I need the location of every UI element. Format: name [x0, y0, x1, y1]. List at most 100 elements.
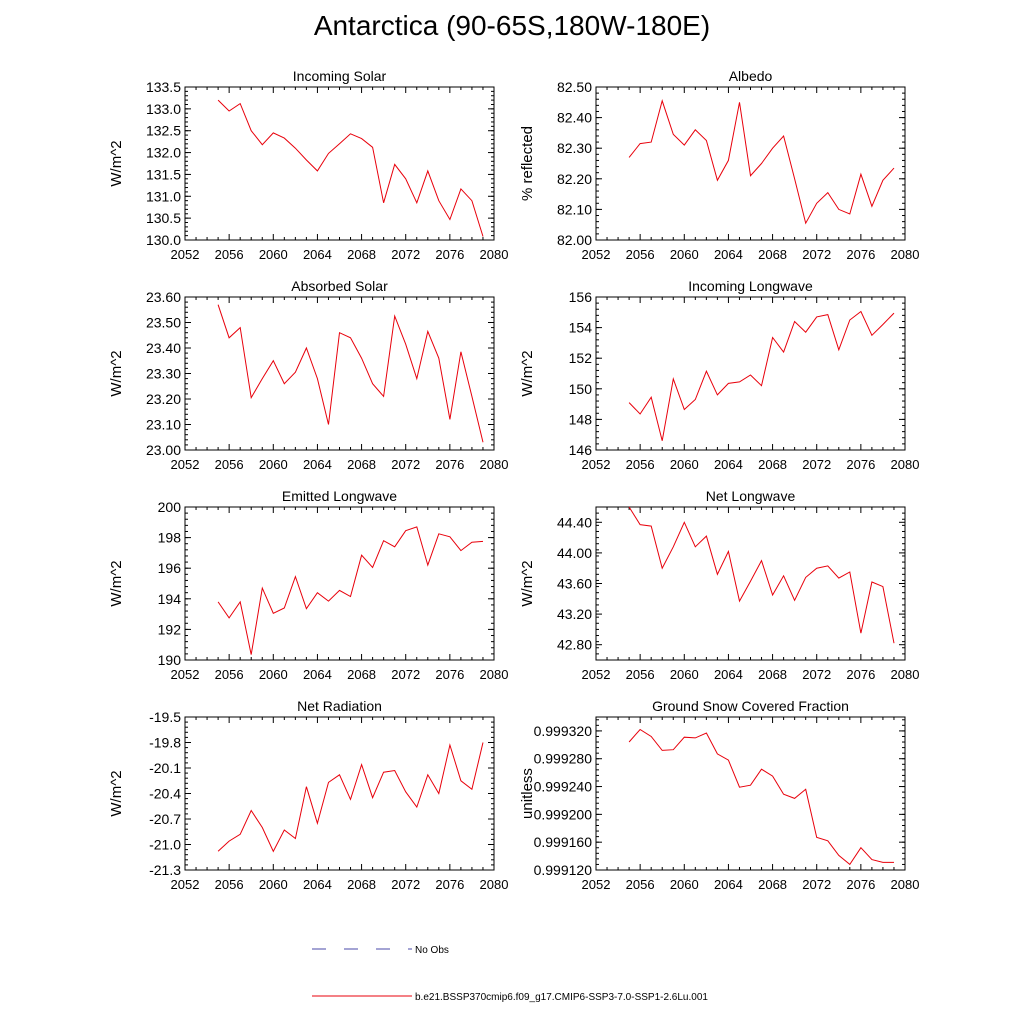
- x-tick-label: 2056: [626, 667, 655, 682]
- y-tick-label: 192: [158, 621, 182, 637]
- x-tick-label: 2080: [891, 667, 920, 682]
- y-axis-label: W/m^2: [108, 770, 125, 816]
- plot-frame: [595, 296, 906, 451]
- y-axis-label: W/m^2: [519, 350, 536, 396]
- y-tick-label: 130.5: [146, 210, 181, 226]
- x-tick-label: 2076: [846, 247, 875, 262]
- figure-title: Antarctica (90-65S,180W-180E): [313, 10, 711, 41]
- x-tick-label: 2064: [303, 247, 332, 262]
- y-tick-label: 23.20: [146, 391, 181, 407]
- panel-title: Net Radiation: [297, 698, 382, 714]
- x-tick-label: 2056: [215, 457, 244, 472]
- y-tick-label: 190: [158, 652, 182, 668]
- y-tick-label: 82.10: [557, 201, 592, 217]
- panel-incoming-solar: Incoming Solar W/m^2 2052 2056 2060 2064 2068 2…: [108, 68, 508, 262]
- series-line: [217, 99, 484, 237]
- y-axis-label: W/m^2: [108, 560, 125, 606]
- panel-net-radiation: Net Radiation W/m^2 2052 2056 2060 2064 2068 20…: [108, 698, 508, 892]
- y-tick-label: 82.40: [557, 110, 592, 126]
- y-tick-label: 133.0: [146, 101, 181, 117]
- y-tick-label: 43.60: [557, 576, 592, 592]
- plot-frame: [184, 716, 495, 871]
- x-tick-label: 2052: [171, 457, 200, 472]
- x-tick-label: 2076: [435, 247, 464, 262]
- x-tick-label: 2072: [391, 877, 420, 892]
- y-tick-label: 196: [158, 560, 182, 576]
- y-tick-label: 44.40: [557, 514, 592, 530]
- panel-title: Incoming Solar: [293, 68, 387, 84]
- y-tick-label: 43.20: [557, 606, 592, 622]
- plot-frame: [595, 86, 906, 241]
- x-tick-label: 2064: [303, 877, 332, 892]
- x-tick-label: 2072: [802, 667, 831, 682]
- y-tick-label: 148: [569, 411, 593, 427]
- series-line: [628, 310, 895, 441]
- x-tick-label: 2080: [480, 877, 509, 892]
- x-tick-label: 2052: [171, 247, 200, 262]
- y-tick-label: 42.80: [557, 637, 592, 653]
- y-axis-label: unitless: [519, 768, 536, 819]
- x-tick-label: 2072: [802, 877, 831, 892]
- y-tick-label: 146: [569, 442, 593, 458]
- y-tick-label: 82.50: [557, 79, 592, 95]
- panel-absorbed-solar: Absorbed Solar W/m^2 2052 2056 2060 2064 2068 2…: [108, 278, 508, 472]
- legend-label: b.e21.BSSP370cmip6.f09_g17.CMIP6-SSP3-7.…: [415, 992, 708, 1003]
- x-tick-label: 2064: [714, 457, 743, 472]
- x-tick-label: 2064: [303, 667, 332, 682]
- x-tick-label: 2068: [347, 247, 376, 262]
- panel-emitted-longwave: Emitted Longwave W/m^2 2052 2056 2060 2064 206…: [108, 488, 508, 682]
- y-tick-label: 194: [158, 591, 182, 607]
- y-tick-label: -20.7: [149, 811, 181, 827]
- x-tick-label: 2080: [891, 457, 920, 472]
- y-tick-label: -20.1: [149, 760, 181, 776]
- x-tick-label: 2064: [303, 457, 332, 472]
- x-tick-label: 2080: [480, 247, 509, 262]
- x-tick-label: 2060: [670, 877, 699, 892]
- y-tick-label: 23.10: [146, 417, 181, 433]
- x-tick-label: 2060: [670, 667, 699, 682]
- series-line: [217, 304, 484, 443]
- x-tick-label: 2060: [259, 877, 288, 892]
- x-tick-label: 2072: [391, 457, 420, 472]
- y-tick-label: -21.0: [149, 837, 181, 853]
- y-tick-label: -19.5: [149, 709, 181, 725]
- x-tick-label: 2080: [891, 877, 920, 892]
- y-tick-label: 133.5: [146, 79, 181, 95]
- y-tick-label: -19.8: [149, 735, 181, 751]
- x-tick-label: 2056: [215, 247, 244, 262]
- y-tick-label: 23.30: [146, 366, 181, 382]
- series-line: [217, 742, 484, 853]
- panel-incoming-longwave: Incoming Longwave W/m^2 2052 2056 2060 2064 20…: [519, 278, 919, 472]
- x-tick-label: 2052: [582, 247, 611, 262]
- panel-title: Absorbed Solar: [291, 278, 388, 294]
- x-tick-label: 2072: [391, 667, 420, 682]
- x-tick-label: 2060: [670, 247, 699, 262]
- x-tick-label: 2052: [171, 877, 200, 892]
- x-tick-label: 2068: [758, 247, 787, 262]
- y-axis-label: % reflected: [519, 126, 536, 201]
- y-tick-label: 44.00: [557, 545, 592, 561]
- y-tick-label: 23.00: [146, 442, 181, 458]
- legend: No Obs b.e21.BSSP370cmip6.f09_g17.CMIP6-S…: [312, 945, 708, 1003]
- x-tick-label: 2072: [802, 247, 831, 262]
- y-tick-label: 23.60: [146, 289, 181, 305]
- y-tick-label: 82.00: [557, 232, 592, 248]
- y-tick-label: 200: [158, 499, 182, 515]
- x-tick-label: 2076: [846, 877, 875, 892]
- panel-title: Incoming Longwave: [688, 278, 813, 294]
- x-tick-label: 2056: [215, 877, 244, 892]
- x-tick-label: 2068: [347, 457, 376, 472]
- y-tick-label: 198: [158, 530, 182, 546]
- x-tick-label: 2064: [714, 247, 743, 262]
- x-tick-label: 2076: [846, 667, 875, 682]
- panel-title: Albedo: [729, 68, 773, 84]
- series-line: [628, 506, 895, 644]
- legend-label: No Obs: [415, 945, 449, 956]
- plot-frame: [595, 506, 906, 661]
- x-tick-label: 2076: [435, 457, 464, 472]
- y-axis-label: W/m^2: [108, 350, 125, 396]
- y-tick-label: 0.999240: [534, 779, 593, 795]
- plot-frame: [184, 506, 495, 661]
